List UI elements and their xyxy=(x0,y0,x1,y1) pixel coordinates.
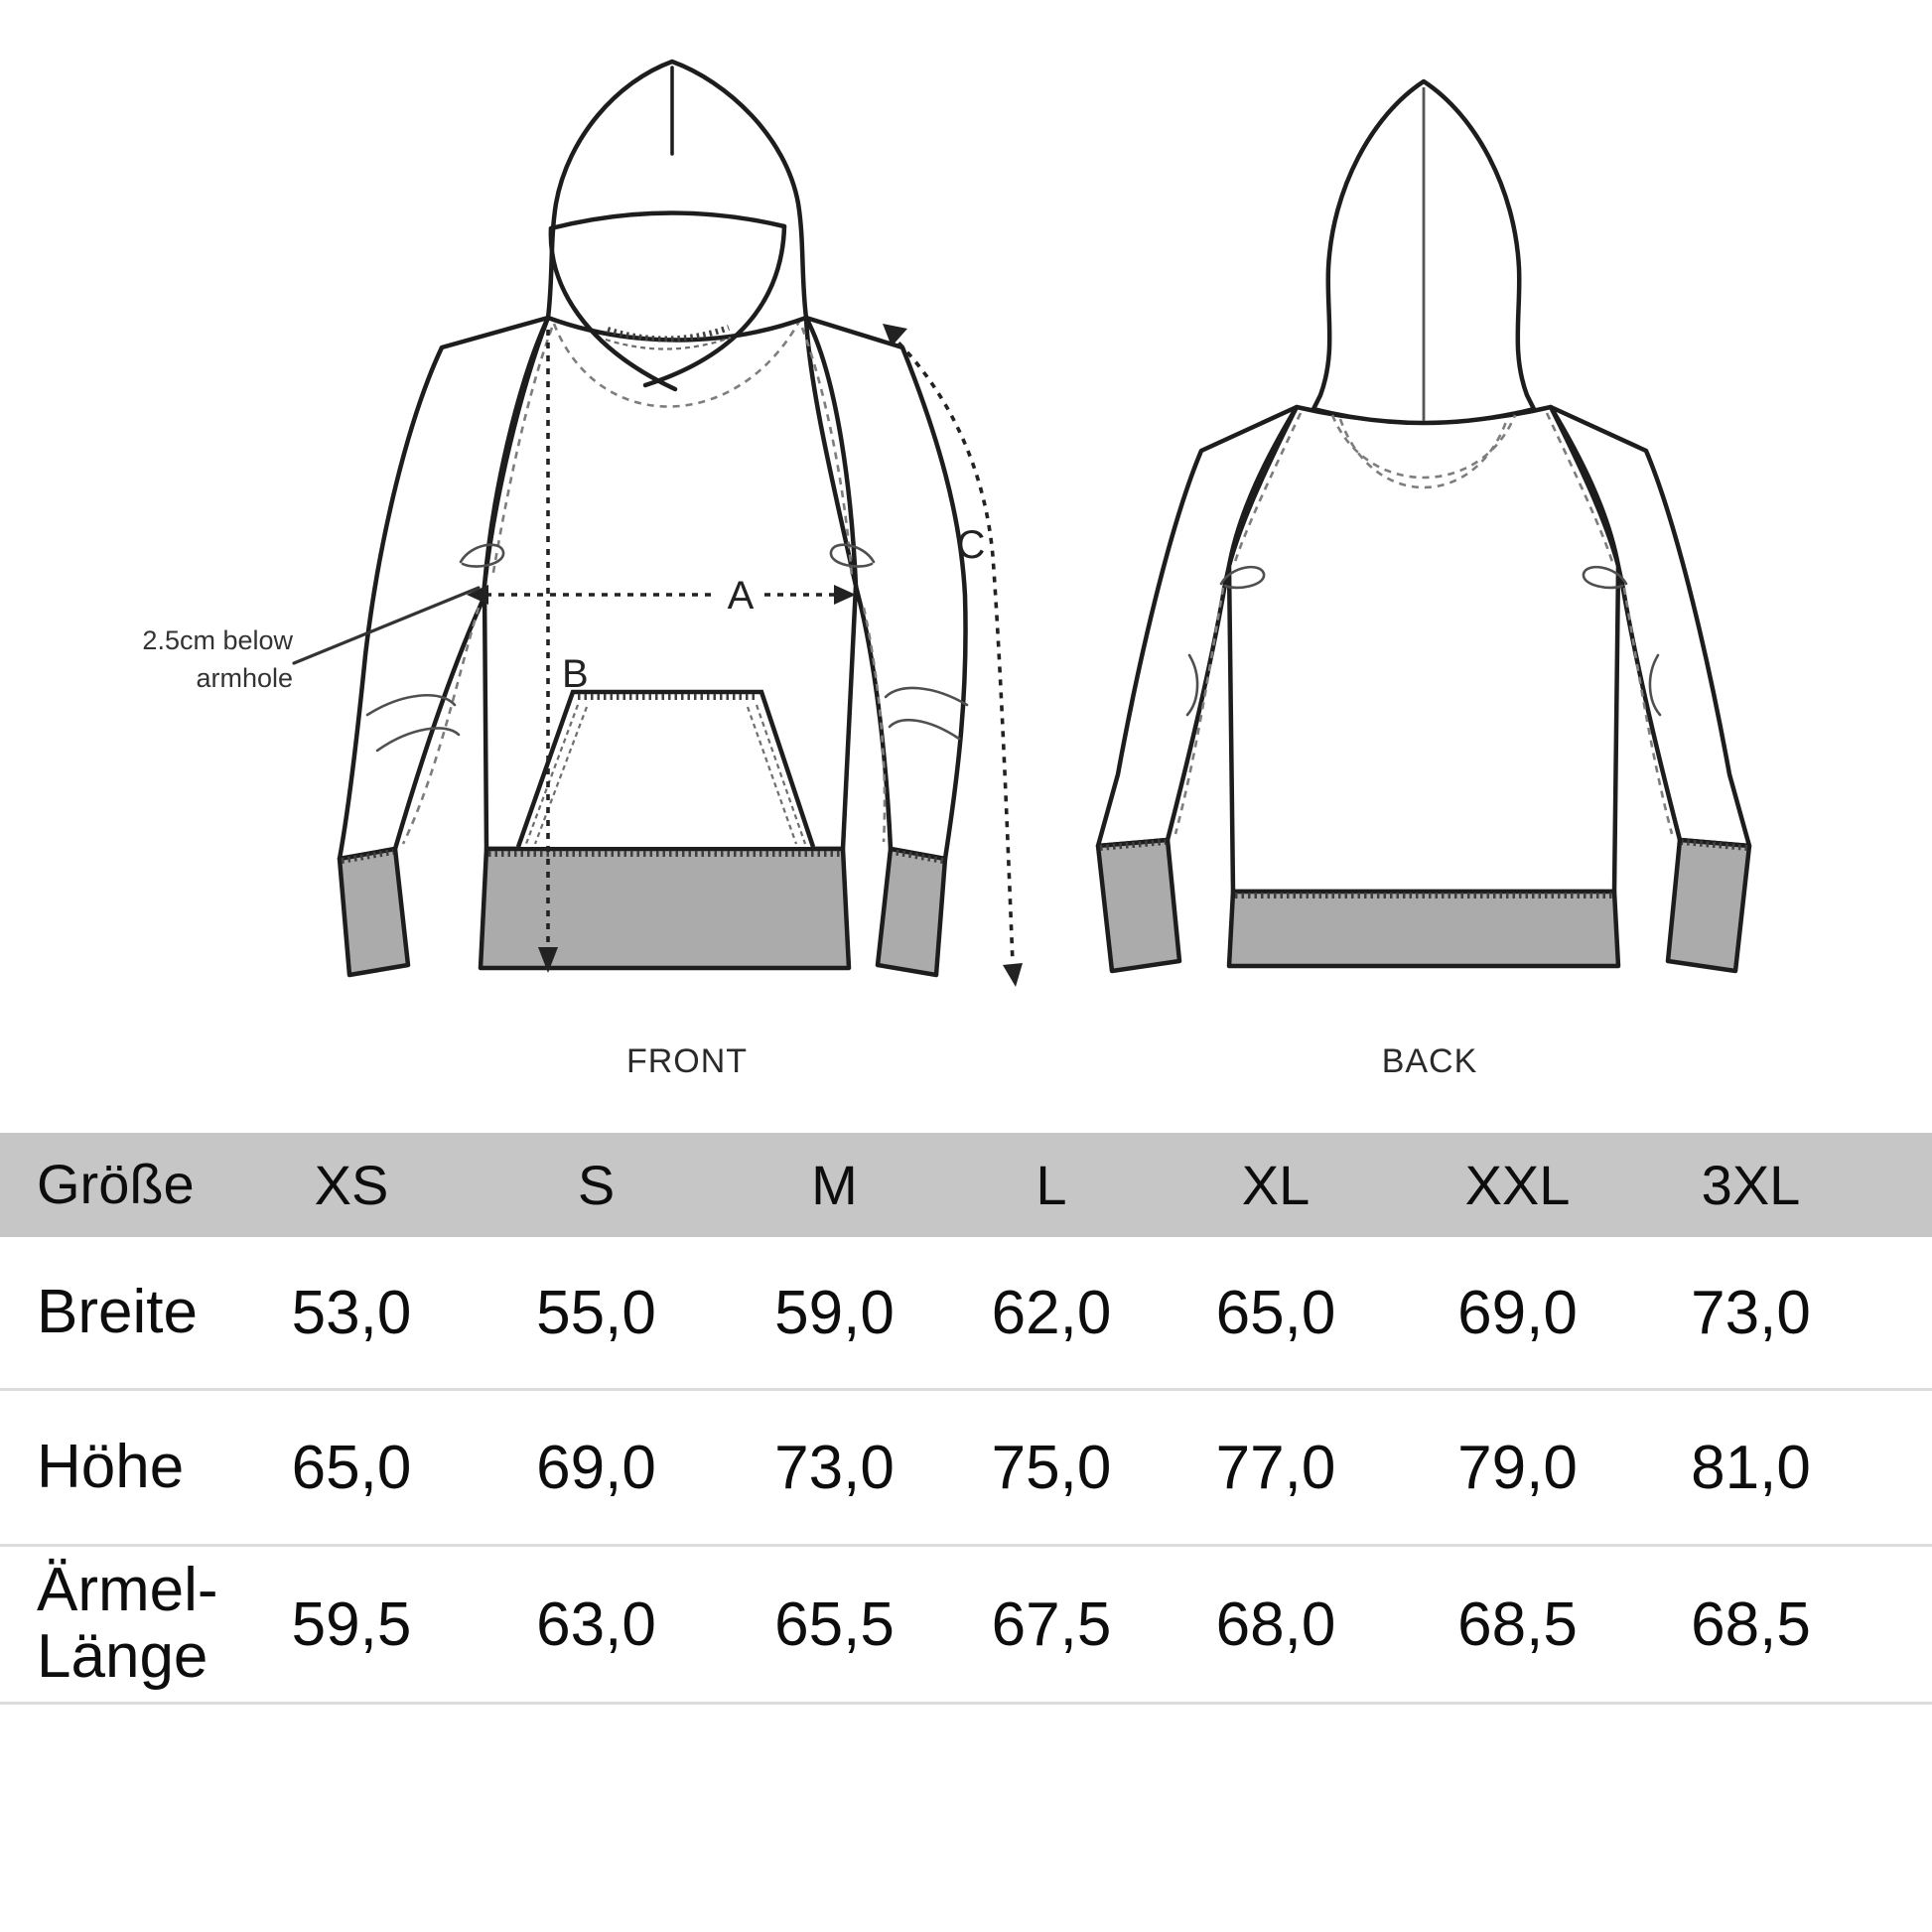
header-size-3xl: 3XL xyxy=(1701,1154,1801,1216)
back-left-sleeve xyxy=(1095,404,1300,849)
back-left-armpit-swirl xyxy=(1219,565,1266,590)
header-size-s: S xyxy=(577,1154,616,1216)
row-label-breite: Breite xyxy=(37,1277,198,1346)
breite-m: 59,0 xyxy=(774,1278,895,1347)
measure-b: B xyxy=(538,330,589,973)
table-row-aermellaenge: Ärmel- Länge 59,5 63,0 65,5 67,5 68,0 68… xyxy=(0,1547,1932,1705)
back-waistband xyxy=(1226,889,1621,969)
measure-a-label: A xyxy=(728,574,755,618)
breite-l: 62,0 xyxy=(991,1278,1112,1347)
header-size-m: M xyxy=(811,1154,858,1216)
hood-left-drape xyxy=(548,225,678,392)
hoodie-back-drawing xyxy=(1095,78,1752,974)
breite-xl: 65,0 xyxy=(1215,1278,1336,1347)
front-hood xyxy=(545,59,809,343)
aermel-xl: 68,0 xyxy=(1215,1589,1336,1659)
hoehe-xxl: 79,0 xyxy=(1457,1433,1578,1502)
hoehe-m: 73,0 xyxy=(774,1433,895,1502)
left-armpit-swirl xyxy=(459,543,505,568)
size-table: Größe XS S M L XL XXL 3XL Breite 53,0 55… xyxy=(0,1133,1932,1705)
back-right-armpit-swirl xyxy=(1582,565,1628,590)
kangaroo-pocket xyxy=(515,689,816,848)
right-armpit-swirl xyxy=(829,543,876,568)
collar-ribbing xyxy=(607,325,731,343)
hoehe-s: 69,0 xyxy=(536,1433,656,1502)
hoehe-xl: 77,0 xyxy=(1215,1433,1336,1502)
breite-3xl: 73,0 xyxy=(1691,1278,1811,1347)
aermel-3xl: 68,5 xyxy=(1691,1589,1811,1659)
breite-xs: 53,0 xyxy=(291,1278,412,1347)
aermel-m: 65,5 xyxy=(774,1589,895,1659)
measure-c: C xyxy=(883,324,1023,987)
front-caption: FRONT xyxy=(625,1042,749,1080)
back-right-sleeve xyxy=(1548,404,1752,849)
breite-xxl: 69,0 xyxy=(1457,1278,1578,1347)
measure-b-label: B xyxy=(562,652,589,696)
size-table-header-row: Größe XS S M L XL XXL 3XL xyxy=(0,1133,1932,1237)
hoodie-front-drawing: A B C xyxy=(292,59,1023,987)
front-waistband xyxy=(478,846,852,971)
header-size-l: L xyxy=(1035,1154,1067,1216)
armhole-annotation-line1: 2.5cm below xyxy=(142,625,293,655)
row-label-hoehe: Höhe xyxy=(37,1432,185,1501)
hoehe-l: 75,0 xyxy=(991,1433,1112,1502)
aermel-xs: 59,5 xyxy=(291,1589,412,1659)
header-size-xl: XL xyxy=(1241,1154,1311,1216)
back-right-cuff xyxy=(1665,837,1752,974)
breite-s: 55,0 xyxy=(536,1278,656,1347)
measure-c-label: C xyxy=(957,523,986,567)
header-size-xs: XS xyxy=(314,1154,389,1216)
back-left-cuff xyxy=(1095,837,1182,974)
armhole-annotation: 2.5cm below armhole xyxy=(99,621,293,697)
back-neck-stitch xyxy=(1330,414,1517,480)
annotation-pointer-line xyxy=(292,586,481,665)
armhole-annotation-line2: armhole xyxy=(196,663,293,693)
front-right-cuff xyxy=(875,846,948,978)
hoehe-xs: 65,0 xyxy=(291,1433,412,1502)
table-row-breite: Breite 53,0 55,0 59,0 62,0 65,0 69,0 73,… xyxy=(0,1237,1932,1391)
measure-a: A xyxy=(467,574,856,618)
back-torso xyxy=(1226,404,1621,895)
table-row-hoehe: Höhe 65,0 69,0 73,0 75,0 77,0 79,0 81,0 xyxy=(0,1391,1932,1547)
header-groesse: Größe xyxy=(37,1153,195,1216)
hoehe-3xl: 81,0 xyxy=(1691,1433,1811,1502)
row-label-aermellaenge: Ärmel- Länge xyxy=(37,1556,218,1691)
aermel-s: 63,0 xyxy=(536,1589,656,1659)
aermel-l: 67,5 xyxy=(991,1589,1112,1659)
front-left-cuff xyxy=(337,846,411,978)
header-size-xxl: XXL xyxy=(1464,1154,1571,1216)
hood-right-drape xyxy=(642,223,787,388)
back-caption: BACK xyxy=(1381,1042,1478,1080)
aermel-xxl: 68,5 xyxy=(1457,1589,1578,1659)
front-neck-stitch xyxy=(552,319,802,408)
hood-opening-edge xyxy=(548,210,787,231)
